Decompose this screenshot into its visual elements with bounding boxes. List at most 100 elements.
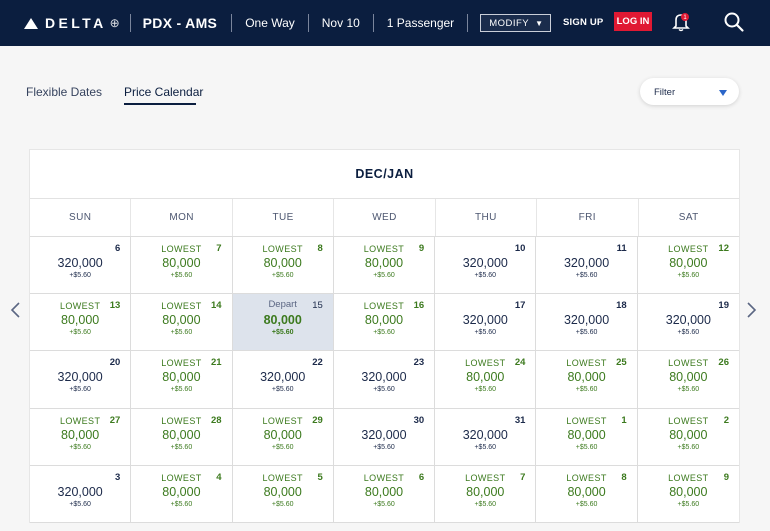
log-in-button[interactable]: LOG IN	[614, 12, 652, 31]
day-tag: LOWEST	[59, 415, 101, 426]
calendar-day[interactable]: LOWEST 7 80,000 +$5.60	[435, 465, 537, 523]
calendar-day[interactable]: LOWEST 9 80,000 +$5.60	[333, 237, 436, 295]
weekday-label: TUE	[233, 199, 335, 236]
tax-fee: +$5.60	[170, 386, 193, 394]
tax-fee: +$5.60	[474, 272, 497, 279]
calendar-day[interactable]: LOWEST 25 80,000 +$5.60	[536, 351, 638, 409]
weekday-label: SUN	[30, 199, 132, 236]
calendar-day[interactable]: 30 320,000 +$5.60	[333, 408, 436, 466]
previous-week-button[interactable]	[10, 302, 22, 318]
day-number: 18	[616, 300, 627, 312]
calendar-day[interactable]: 23 320,000 +$5.60	[333, 351, 436, 409]
tab-price-calendar[interactable]: Price Calendar	[124, 85, 204, 99]
tax-fee: +$5.60	[170, 329, 193, 337]
day-tag: LOWEST	[668, 415, 709, 426]
calendar-day[interactable]: 19 320,000 +$5.60	[637, 294, 739, 352]
tax-fee: +$5.60	[474, 443, 497, 451]
delta-widget-icon	[24, 17, 38, 29]
day-tag: LOWEST	[668, 472, 709, 483]
calendar-day[interactable]: LOWEST 28 80,000 +$5.60	[131, 408, 233, 466]
calendar-day[interactable]: 22 320,000 +$5.60	[232, 351, 334, 409]
miles-price: 80,000	[162, 256, 201, 270]
modify-button[interactable]: MODIFY ▼	[480, 14, 551, 32]
calendar-day[interactable]: LOWEST 29 80,000 +$5.60	[232, 408, 334, 466]
day-number: 9	[418, 243, 425, 254]
search-button[interactable]	[723, 11, 745, 33]
calendar-day[interactable]: LOWEST 26 80,000 +$5.60	[637, 351, 739, 409]
calendar-day[interactable]: LOWEST 8 80,000 +$5.60	[232, 237, 334, 295]
miles-price: 80,000	[162, 427, 201, 442]
miles-price: 80,000	[263, 256, 302, 270]
weekday-label: THU	[436, 199, 538, 236]
calendar-day[interactable]: LOWEST 1 80,000 +$5.60	[536, 408, 638, 466]
miles-price: 80,000	[263, 313, 302, 328]
day-number: 19	[718, 300, 729, 312]
tax-fee: +$5.60	[271, 386, 294, 394]
tax-fee: +$5.60	[271, 443, 294, 451]
brand-name: DELTA	[45, 15, 107, 31]
day-tag: LOWEST	[59, 301, 101, 312]
modify-label: MODIFY	[489, 17, 530, 29]
notifications-button[interactable]: 1	[672, 12, 690, 32]
price-calendar: DEC/JAN SUN MON TUE WED THU FRI SAT 6 320…	[29, 149, 740, 523]
tax-fee: +$5.60	[575, 443, 598, 451]
notification-count: 1	[683, 15, 687, 21]
day-tag: LOWEST	[668, 244, 709, 254]
calendar-day[interactable]: LOWEST 8 80,000 +$5.60	[536, 465, 638, 523]
calendar-day-selected[interactable]: Depart 15 80,000 +$5.60	[232, 294, 334, 352]
delta-logo[interactable]: DELTA ⊕	[24, 0, 120, 46]
skyteam-globe-icon: ⊕	[109, 16, 120, 30]
tax-fee: +$5.60	[474, 500, 497, 508]
calendar-day[interactable]: 20 320,000 +$5.60	[30, 351, 132, 409]
divider	[231, 14, 233, 32]
calendar-day[interactable]: LOWEST 7 80,000 +$5.60	[131, 237, 233, 295]
next-week-button[interactable]	[745, 302, 757, 318]
miles-price: 80,000	[669, 370, 708, 385]
day-tag: LOWEST	[668, 358, 709, 369]
tax-fee: +$5.60	[271, 329, 294, 337]
tax-fee: +$5.60	[373, 386, 395, 394]
calendar-day[interactable]: LOWEST 4 80,000 +$5.60	[131, 465, 233, 523]
calendar-day[interactable]: LOWEST 24 80,000 +$5.60	[435, 351, 537, 409]
day-number: 30	[413, 414, 425, 426]
calendar-day[interactable]: LOWEST 2 80,000 +$5.60	[637, 409, 739, 466]
chevron-right-icon	[747, 302, 757, 318]
top-nav-bar: DELTA ⊕ PDX - AMS One Way Nov 10 1 Passe…	[0, 0, 770, 46]
miles-price: 320,000	[462, 256, 508, 270]
day-number: 31	[514, 414, 526, 426]
miles-price: 80,000	[466, 370, 505, 385]
weekday-header: SUN MON TUE WED THU FRI SAT	[30, 199, 739, 236]
miles-price: 80,000	[162, 313, 201, 328]
miles-price: 80,000	[669, 256, 708, 270]
day-number: 9	[723, 471, 729, 483]
calendar-day[interactable]: LOWEST 6 80,000 +$5.60	[333, 465, 436, 523]
calendar-day[interactable]: 3 320,000 +$5.60	[30, 465, 132, 523]
calendar-day[interactable]: 18 320,000 +$5.60	[536, 294, 638, 352]
calendar-day[interactable]: 31 320,000 +$5.60	[435, 408, 537, 466]
calendar-day[interactable]: LOWEST 16 80,000 +$5.60	[333, 294, 436, 352]
calendar-day[interactable]: LOWEST 13 80,000 +$5.60	[30, 294, 132, 352]
tab-flexible-dates[interactable]: Flexible Dates	[26, 85, 103, 99]
calendar-day[interactable]: 11 320,000 +$5.60	[536, 237, 638, 295]
calendar-day[interactable]: LOWEST 14 80,000 +$5.60	[131, 294, 233, 352]
calendar-day[interactable]: LOWEST 12 80,000 +$5.60	[637, 237, 739, 295]
tax-fee: +$5.60	[373, 500, 395, 508]
miles-price: 80,000	[364, 256, 404, 270]
day-number: 10	[514, 243, 526, 254]
calendar-day[interactable]: 6 320,000 +$5.60	[30, 237, 132, 295]
calendar-day[interactable]: 17 320,000 +$5.60	[435, 294, 537, 352]
calendar-day[interactable]: LOWEST 27 80,000 +$5.60	[30, 408, 132, 466]
calendar-day[interactable]: LOWEST 21 80,000 +$5.60	[131, 351, 233, 409]
sign-up-link[interactable]: SIGN UP	[563, 17, 604, 28]
tax-fee: +$5.60	[677, 329, 700, 337]
calendar-day[interactable]: LOWEST 9 80,000 +$5.60	[637, 466, 739, 523]
tax-fee: +$5.60	[271, 500, 294, 508]
miles-price: 320,000	[462, 313, 508, 328]
calendar-day[interactable]: LOWEST 5 80,000 +$5.60	[232, 465, 334, 523]
tax-fee: +$5.60	[170, 443, 193, 451]
tax-fee: +$5.60	[69, 386, 91, 394]
filter-label: Filter	[654, 87, 676, 98]
day-tag: LOWEST	[262, 244, 303, 254]
calendar-day[interactable]: 10 320,000 +$5.60	[435, 237, 537, 295]
filter-dropdown[interactable]: Filter	[640, 78, 739, 105]
